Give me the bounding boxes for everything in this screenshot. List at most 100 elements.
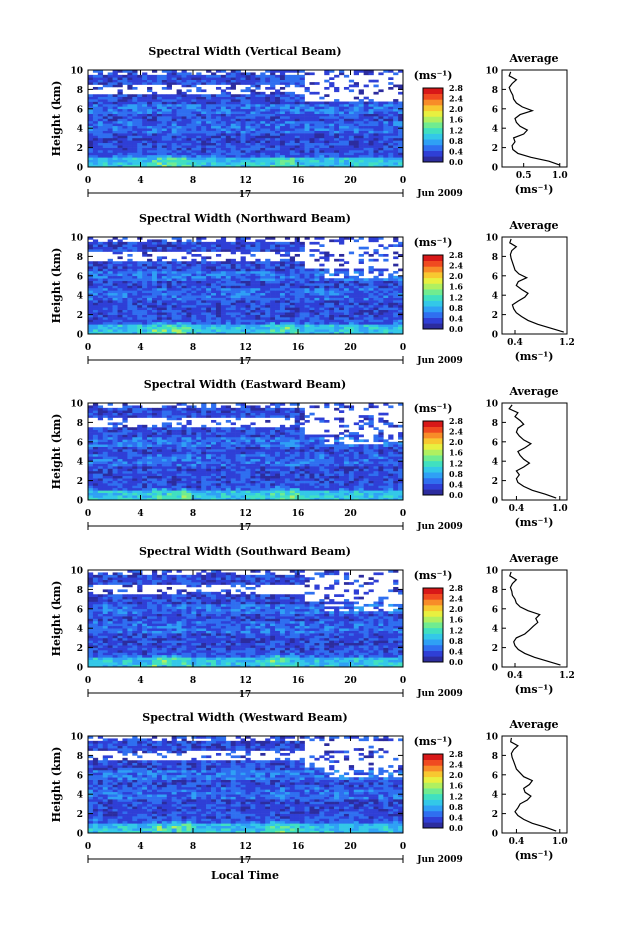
colorbar-segment [423, 122, 443, 129]
heatmap-cell [191, 490, 197, 494]
heatmap-cell [358, 295, 364, 298]
heatmap-cell [215, 487, 222, 491]
heatmap-cell [117, 283, 123, 286]
heatmap-cell [220, 111, 227, 114]
heatmap-cell [201, 304, 207, 308]
heatmap-cell [137, 111, 143, 114]
heatmap-cell [324, 159, 330, 163]
heatmap-cell [112, 490, 118, 494]
heatmap-cell [88, 485, 94, 489]
heatmap-cell [211, 154, 217, 158]
heatmap-cell [107, 249, 113, 252]
heatmap-cell [314, 307, 320, 311]
heatmap-cell [186, 326, 192, 330]
heatmap-cell [127, 331, 133, 335]
heatmap-cell [353, 487, 359, 491]
heatmap-cell [147, 159, 153, 163]
heatmap-cell [230, 321, 236, 325]
colorbar-segment [423, 105, 443, 112]
heatmap-cell [230, 280, 236, 284]
heatmap-cell [255, 278, 261, 281]
heatmap-cell [220, 106, 227, 110]
heatmap-cell [206, 329, 212, 332]
heatmap-cell [181, 290, 187, 294]
heatmap-cell [186, 321, 192, 325]
heatmap-cell [319, 309, 325, 313]
heatmap-cell [225, 329, 232, 332]
heatmap-cell [265, 497, 271, 501]
heatmap-cell [142, 497, 148, 501]
heatmap-cell [284, 84, 291, 88]
heatmap-cell [324, 145, 330, 148]
heatmap-cell [186, 142, 192, 146]
heatmap-cell [112, 283, 118, 286]
heatmap-cell [294, 300, 300, 303]
heatmap-cell [343, 297, 350, 301]
heatmap-cell [343, 492, 350, 496]
heatmap-cell [132, 324, 138, 328]
heatmap-cell [191, 116, 197, 119]
heatmap-cell [225, 133, 232, 136]
heatmap-cell [275, 314, 281, 318]
heatmap-cell [329, 135, 335, 139]
heatmap-cell [275, 483, 281, 486]
heatmap-cell [171, 275, 177, 279]
heatmap-cell [215, 312, 222, 315]
heatmap-cell [314, 159, 320, 163]
heatmap-cell [132, 319, 138, 323]
heatmap-cell [186, 150, 192, 153]
heatmap-cell [92, 120, 99, 124]
heatmap-cell [156, 145, 163, 148]
heatmap-cell [88, 79, 94, 83]
heatmap-cell [220, 157, 227, 161]
heatmap-cell [279, 103, 286, 107]
heatmap-cell [339, 162, 345, 165]
heatmap-cell [368, 285, 374, 289]
heatmap-cell [137, 99, 143, 102]
heatmap-cell [324, 72, 330, 76]
heatmap-cell [215, 292, 222, 296]
heatmap-cell [132, 285, 138, 289]
heatmap-cell [107, 302, 113, 306]
heatmap-cell [132, 116, 138, 119]
heatmap-cell [142, 159, 148, 163]
heatmap-cell [176, 302, 182, 306]
heatmap-cell [156, 152, 163, 156]
heatmap-cell [132, 300, 138, 303]
heatmap-cell [88, 164, 94, 168]
heatmap-cell [304, 142, 310, 146]
heatmap-cell [166, 70, 172, 73]
heatmap-cell [235, 162, 241, 165]
heatmap-cell [156, 147, 163, 151]
heatmap-cell [304, 137, 310, 141]
heatmap-cell [279, 150, 286, 153]
heatmap-cell [206, 278, 212, 281]
heatmap-cell [279, 497, 286, 501]
heatmap-cell [132, 275, 138, 279]
heatmap-cell [329, 130, 335, 134]
heatmap-cell [304, 154, 310, 158]
heatmap-cell [92, 290, 99, 294]
heatmap-cell [122, 116, 128, 119]
heatmap-cell [171, 116, 177, 119]
heatmap-cell [137, 304, 143, 308]
heatmap-cell [156, 159, 163, 163]
heatmap-cell [343, 278, 350, 281]
heatmap-cell [275, 125, 281, 129]
heatmap-cell [220, 485, 227, 489]
heatmap-cell [368, 295, 374, 298]
heatmap-cell [142, 147, 148, 151]
heatmap-cell [398, 113, 404, 117]
heatmap-cell [309, 120, 315, 124]
heatmap-cell [383, 304, 389, 308]
heatmap-cell [398, 490, 404, 494]
heatmap-cell [368, 237, 374, 240]
heatmap-cell [151, 268, 158, 272]
heatmap-cell [368, 253, 374, 257]
heatmap-cell [319, 270, 325, 274]
heatmap-cell [225, 147, 232, 151]
heatmap-cell [343, 268, 350, 272]
heatmap-cell [215, 82, 222, 85]
heatmap-cell [201, 77, 207, 80]
heatmap-cell [132, 280, 138, 284]
